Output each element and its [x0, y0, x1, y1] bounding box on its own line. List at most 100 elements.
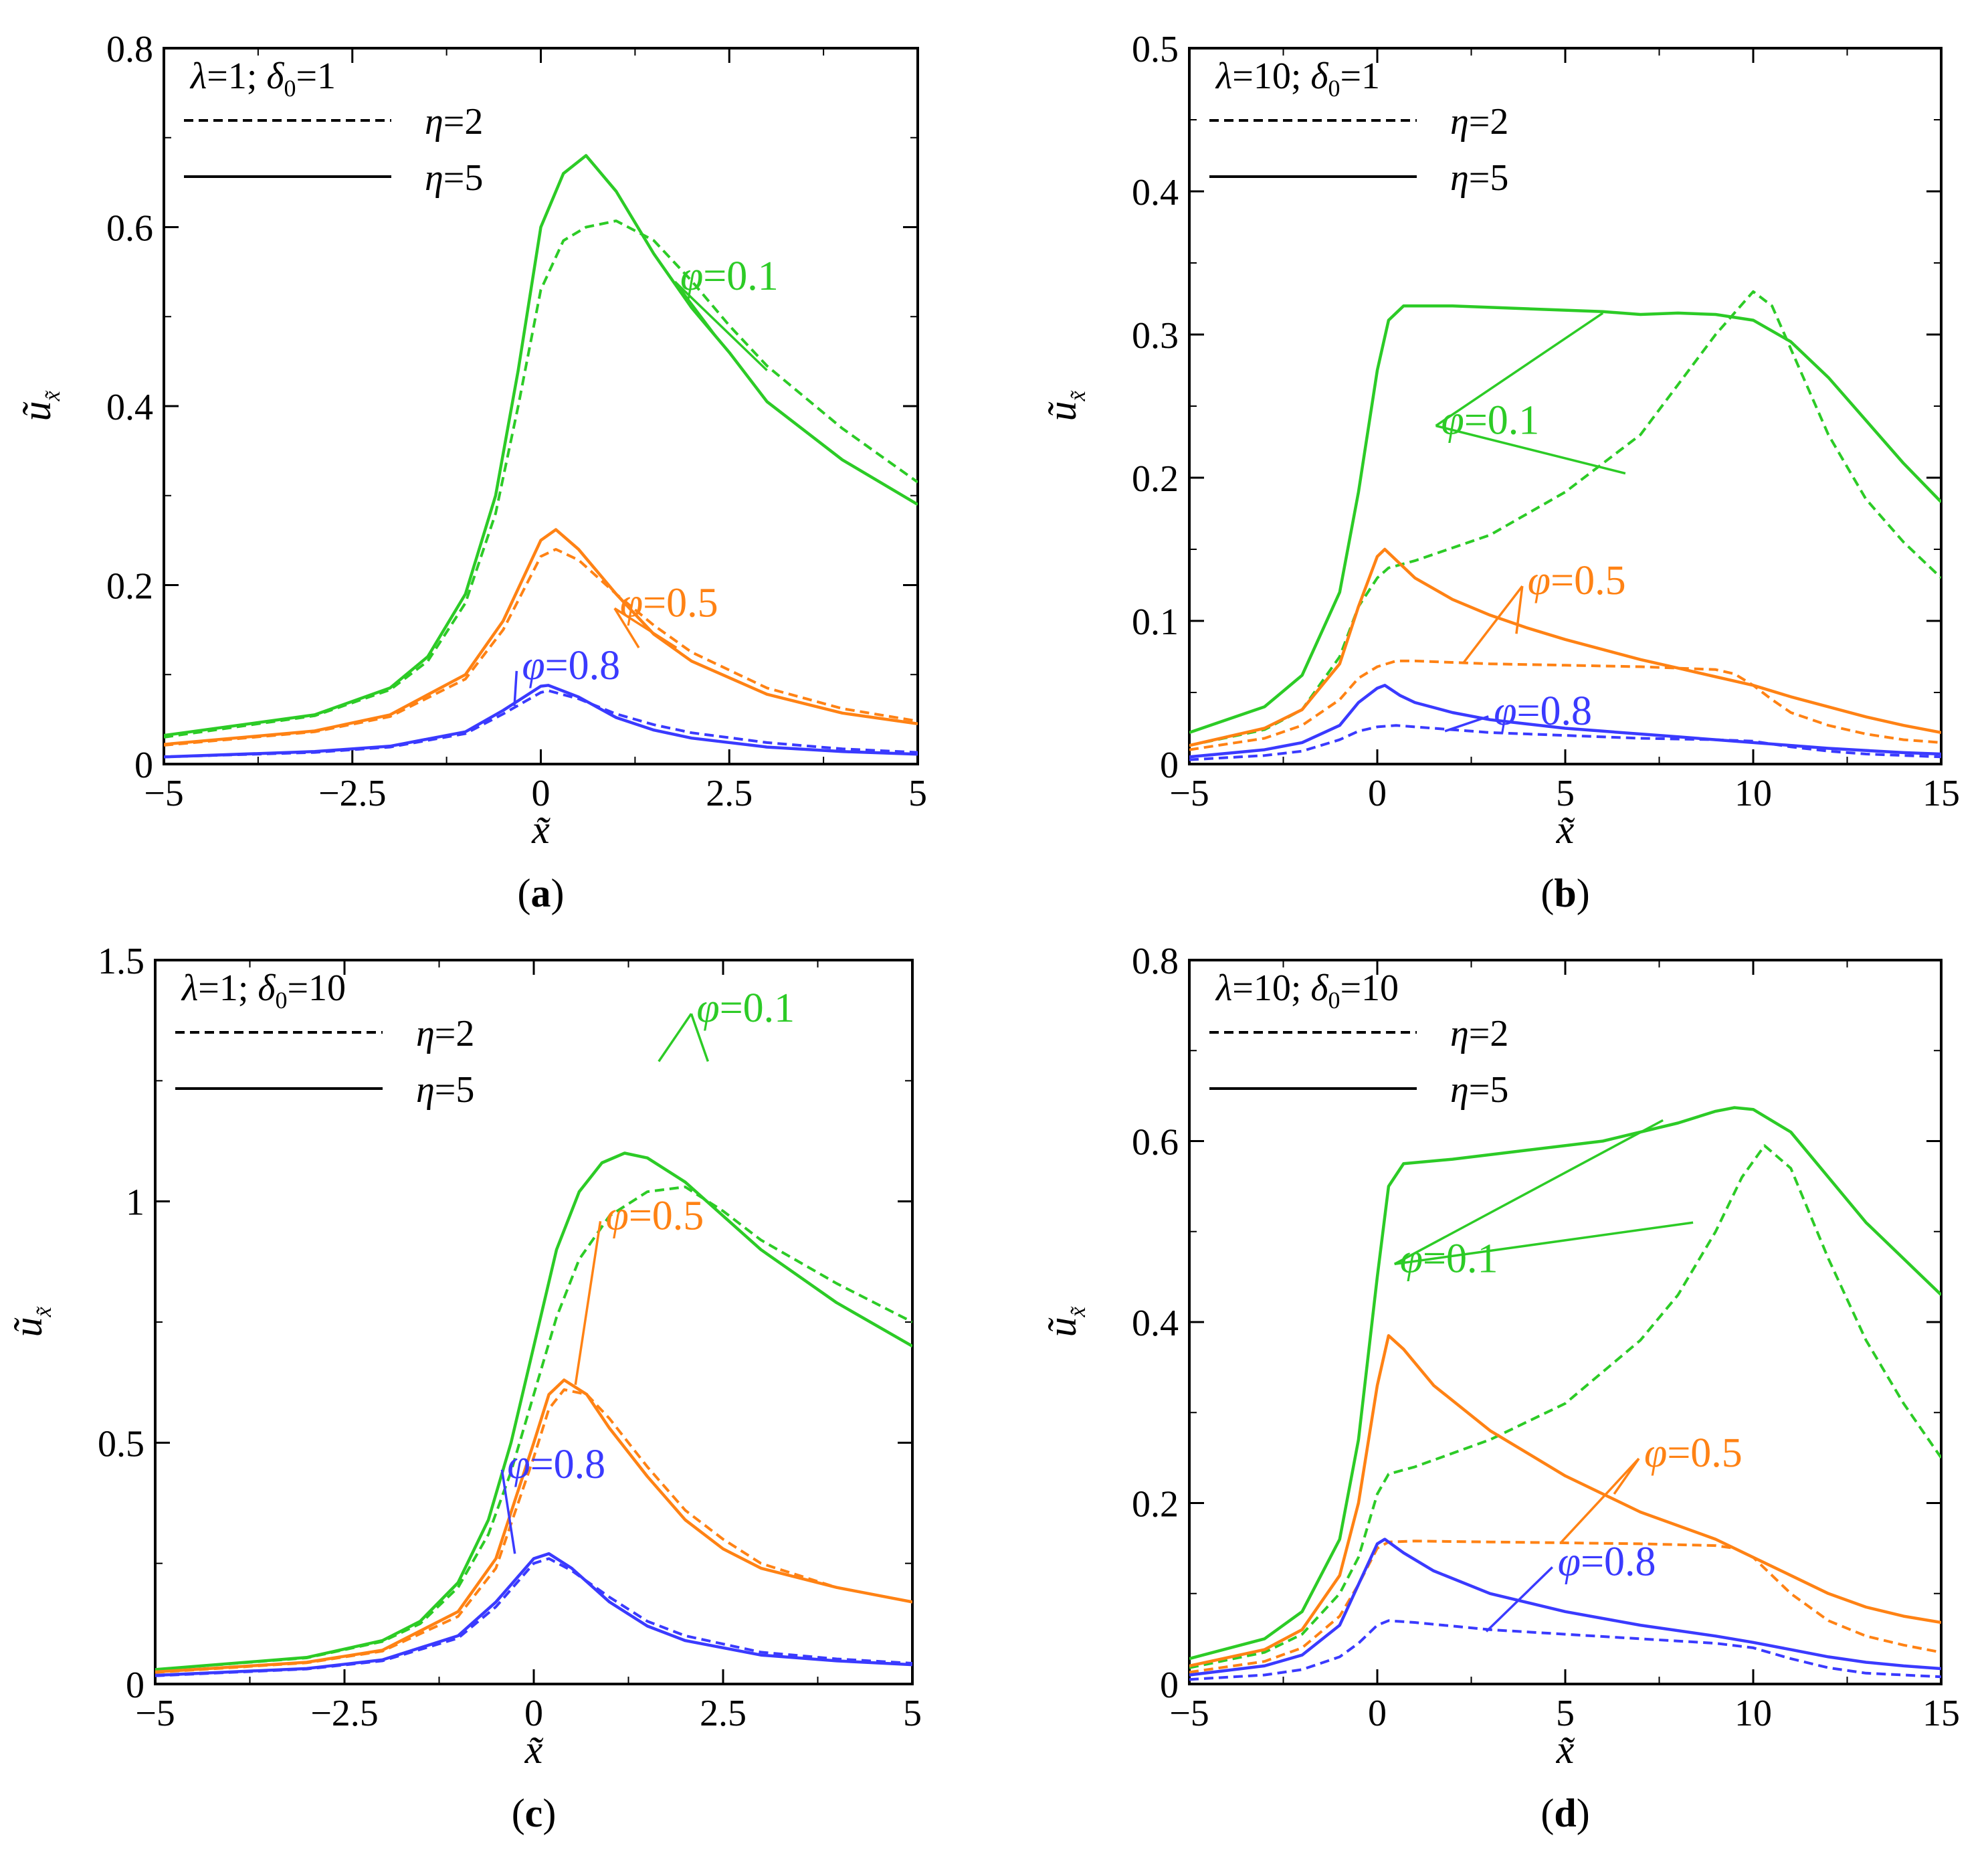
y-tick-label: 0.8 [1132, 941, 1179, 982]
x-axis-label: x̃ [1556, 808, 1575, 852]
curve-annotation: φ=0.1 [674, 254, 779, 371]
curve-annotation: φ=0.5 [613, 580, 718, 649]
curve-annotation: φ=0.8 [513, 643, 620, 707]
curve-annotation: φ=0.8 [1444, 688, 1592, 734]
y-tick-label: 0.2 [1132, 458, 1179, 500]
series-phi-08-eta-5 [1189, 684, 1941, 759]
curve-annotation: φ=0.8 [500, 1442, 605, 1554]
series-phi-08-eta-5 [1189, 1537, 1941, 1677]
x-tick-label: −2.5 [318, 773, 387, 814]
series-phi-01-eta-5 [1189, 1106, 1941, 1661]
x-tick-label: 0 [1368, 773, 1387, 814]
x-tick-label: 2.5 [700, 1693, 747, 1734]
y-tick-label: 0.5 [1132, 29, 1179, 70]
y-tick-label: 0.1 [1132, 601, 1179, 643]
annotation-label: φ=0.8 [1558, 1539, 1656, 1584]
series-phi-01-eta-2 [1189, 1144, 1941, 1669]
legend-header: λ=10; δ0=10 [1215, 967, 1399, 1014]
y-tick-label: 0.2 [1132, 1484, 1179, 1525]
curves [1189, 290, 1941, 761]
series-phi-05-eta-5 [1189, 1334, 1941, 1668]
annotation-leader-line [1485, 1566, 1553, 1632]
annotation-leader-line [674, 280, 768, 371]
legend-entry-label: η=5 [416, 1069, 474, 1111]
y-tick-label: 0.6 [1132, 1122, 1179, 1163]
panel-label: (d) [1540, 1791, 1589, 1835]
annotation-leader-line [658, 1013, 692, 1062]
annotation-leader-line [674, 281, 719, 340]
annotation-leader-line [1561, 1457, 1640, 1543]
y-tick-label: 0.3 [1132, 315, 1179, 357]
curves [164, 154, 918, 759]
legend-entry-label: η=5 [425, 157, 483, 199]
annotation-leader-line [1394, 1221, 1694, 1266]
series-phi-05-eta-2 [1189, 659, 1941, 751]
y-axis-label: ũx̃ [6, 1306, 56, 1337]
series-phi-01-eta-2 [155, 1186, 912, 1671]
curves [155, 1151, 912, 1677]
annotation-label: φ=0.5 [606, 1193, 704, 1238]
annotation-label: φ=0.8 [1494, 688, 1592, 734]
annotation-leader-line [1462, 585, 1524, 664]
annotation-leader-line [1515, 585, 1524, 634]
panel-label: (a) [518, 871, 565, 915]
annotation-label: φ=0.1 [1400, 1236, 1498, 1281]
x-axis-label: x̃ [524, 1728, 544, 1772]
annotation-leader-line [1435, 424, 1626, 475]
x-tick-label: 5 [908, 773, 927, 814]
legend-entry-label: η=5 [1450, 157, 1508, 199]
x-tick-label: −5 [1169, 1693, 1209, 1734]
annotation-label: φ=0.5 [1528, 558, 1626, 603]
series-phi-08-eta-2 [164, 689, 918, 759]
y-tick-label: 0 [1160, 1665, 1179, 1706]
y-axis-label: ũx̃ [15, 390, 65, 421]
annotation-leader-line [690, 1013, 710, 1062]
legend-header: λ=10; δ0=1 [1215, 56, 1380, 102]
x-tick-label: 10 [1734, 1693, 1772, 1734]
series-phi-01-eta-5 [155, 1151, 912, 1671]
curve-annotation: φ=0.8 [1485, 1539, 1656, 1632]
series-phi-05-eta-2 [164, 548, 918, 747]
y-tick-label: 0 [134, 745, 153, 786]
y-tick-label: 1.5 [98, 941, 144, 982]
x-axis-label: x̃ [531, 808, 551, 852]
annotation-label: φ=0.5 [620, 580, 718, 626]
series-phi-05-eta-2 [155, 1388, 912, 1674]
x-tick-label: −5 [144, 773, 184, 814]
y-tick-label: 0.6 [106, 208, 153, 250]
legend-header: λ=1; δ0=1 [189, 56, 336, 102]
legend: λ=10; δ0=1 η=2 η=5 [1209, 56, 1508, 199]
x-axis-label: x̃ [1556, 1728, 1575, 1772]
panel-b: −5 0 5 10 1500.10.20.30.40.5x̃ũx̃φ=0.1φ=0.5φ… [1040, 29, 1960, 915]
series-phi-01-eta-2 [164, 219, 918, 739]
series-phi-01-eta-2 [1189, 290, 1941, 747]
x-tick-label: 5 [903, 1693, 922, 1734]
y-axis-label: ũx̃ [1040, 390, 1090, 421]
annotation-leader-line [1393, 1119, 1664, 1265]
annotation-leader-line [613, 608, 640, 649]
x-tick-label: 0 [532, 773, 551, 814]
curve-annotation: φ=0.1 [658, 986, 795, 1062]
annotation-leader-line [500, 1469, 516, 1554]
series-phi-01-eta-5 [164, 154, 918, 737]
legend: λ=1; δ0=10 η=2 η=5 [175, 967, 474, 1111]
panel-label: (b) [1540, 871, 1589, 915]
legend-entry-label: η=2 [425, 101, 483, 143]
curve-annotation: φ=0.5 [1561, 1430, 1743, 1543]
x-tick-label: −2.5 [310, 1693, 379, 1734]
series-phi-05-eta-5 [155, 1378, 912, 1674]
annotation-label: φ=0.1 [1442, 397, 1540, 443]
x-tick-label: 0 [524, 1693, 543, 1734]
panel-a: −5 −2.5 0 2.5 5 0 0.2 0.4 0.6 0.8 x̃ ũx̃ φ=0.1 φ=0.5φ… [15, 29, 927, 915]
y-axis-label: ũx̃ [1040, 1306, 1090, 1337]
panel-c: −5 −2.5 0 2.5 5 0 0.5 1 1.5 x̃ ũx̃ φ=0.1 φ=0.5 φ=0.8 λ… [6, 941, 922, 1835]
series-phi-08-eta-2 [1189, 1619, 1941, 1681]
legend-entry-label: η=2 [1450, 101, 1508, 143]
x-tick-label: 5 [1556, 1693, 1575, 1734]
x-tick-label: 10 [1734, 773, 1772, 814]
annotation-label: φ=0.8 [522, 643, 620, 688]
series-phi-05-eta-2 [1189, 1540, 1941, 1674]
series-phi-01-eta-5 [1189, 304, 1941, 735]
annotation-leader-line [1613, 1458, 1640, 1495]
